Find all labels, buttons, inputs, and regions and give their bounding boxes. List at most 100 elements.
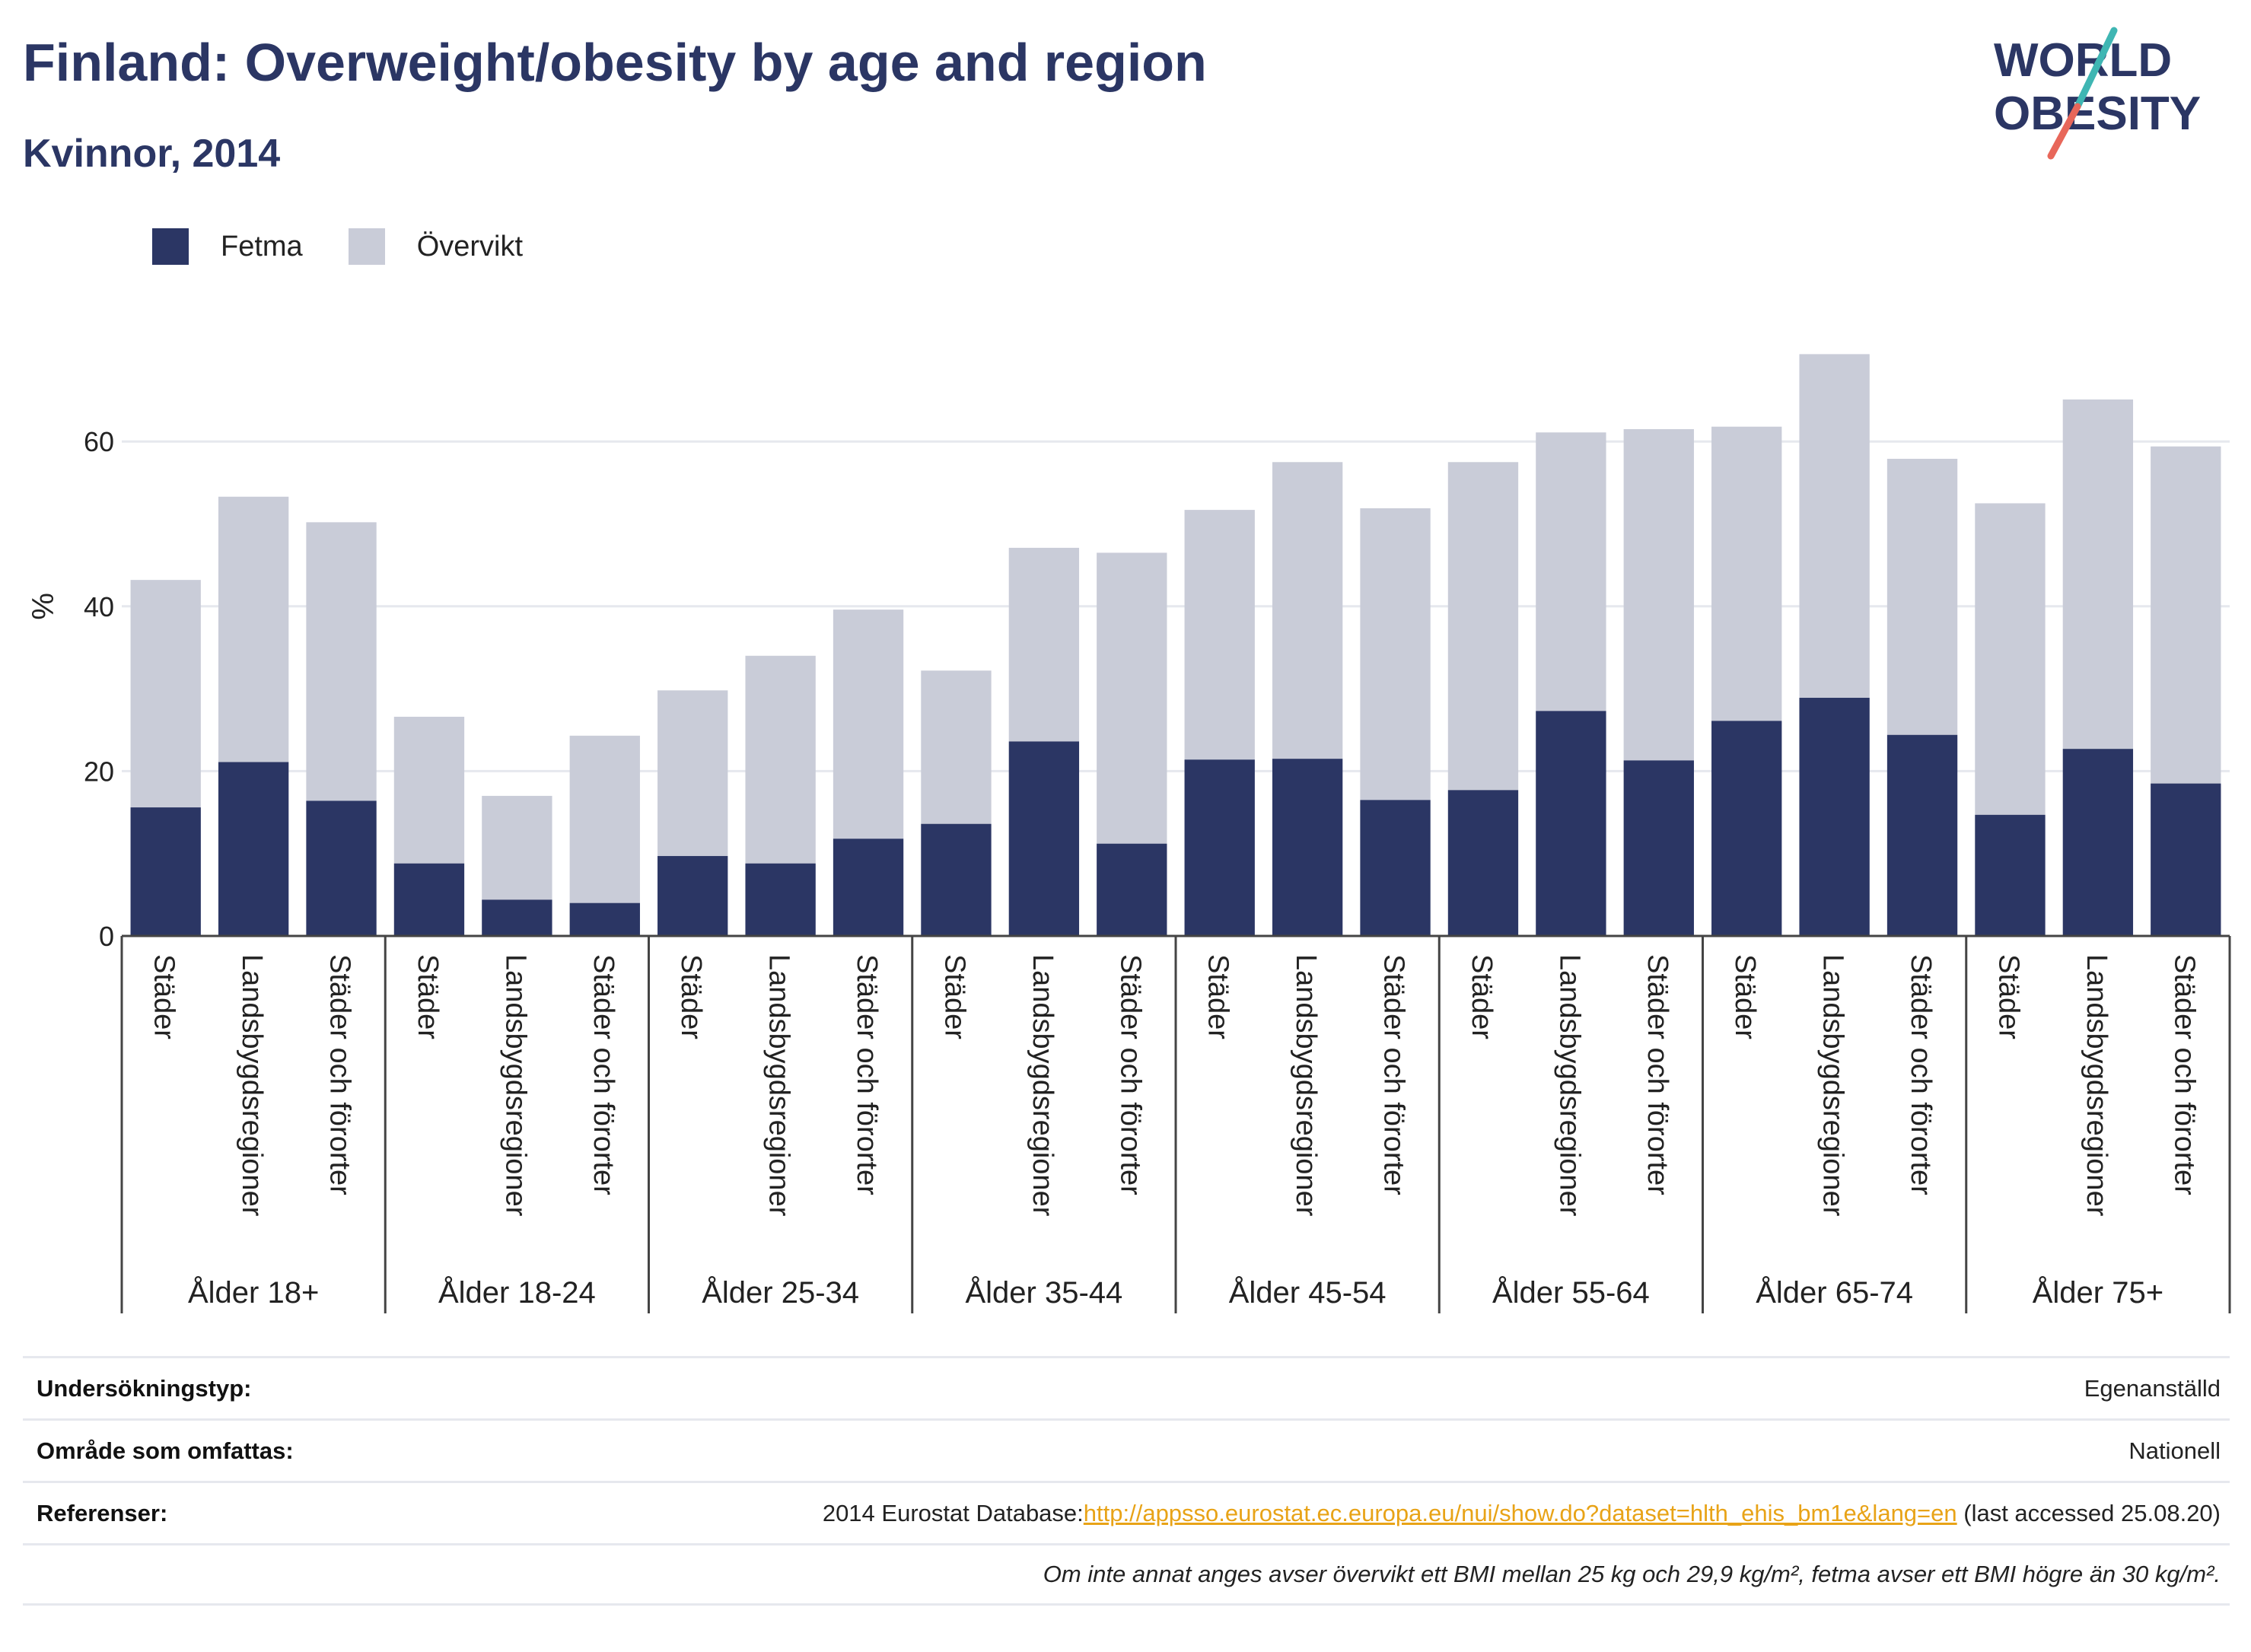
reference-link[interactable]: http://appsso.eurostat.ec.europa.eu/nui/…: [1083, 1499, 1957, 1526]
bar-fetma: [1711, 721, 1782, 936]
bar-fetma: [1447, 790, 1519, 936]
logo-line-2: OBESITY: [1994, 88, 2201, 140]
x-tick-label: Landsbygdsregioner: [1027, 954, 1059, 1217]
bar-fetma: [1975, 814, 2046, 936]
bar-overvikt: [657, 690, 728, 856]
x-group-label: Ålder 45-54: [1229, 1275, 1387, 1310]
x-group-label: Ålder 35-44: [965, 1275, 1122, 1310]
reference-suffix: (last accessed 25.08.20): [1956, 1499, 2221, 1526]
bar-overvikt: [1097, 552, 1167, 844]
bar-fetma: [1623, 760, 1694, 936]
info-table: Undersökningstyp: Egenanställd Område so…: [23, 1356, 2230, 1606]
bar-overvikt: [1623, 428, 1694, 761]
footnote: Om inte annat anges avser övervikt ett B…: [1043, 1561, 2221, 1587]
bar-overvikt: [393, 716, 465, 864]
reference-value: 2014 Eurostat Database:http://appsso.eur…: [823, 1500, 2221, 1527]
x-tick-label: Städer och förorter: [2168, 954, 2200, 1195]
x-group-label: Ålder 65-74: [1756, 1275, 1913, 1310]
bar-fetma: [1184, 759, 1255, 936]
x-tick-label: Städer och förorter: [1905, 954, 1937, 1195]
x-group-label: Ålder 18-24: [438, 1275, 596, 1310]
bar-overvikt: [833, 610, 904, 839]
x-tick-label: Landsbygdsregioner: [1290, 954, 1322, 1217]
info-row-coverage: Område som omfattas: Nationell: [23, 1418, 2230, 1481]
bar-overvikt: [218, 496, 289, 762]
bar-fetma: [1360, 800, 1431, 936]
bar-fetma: [482, 899, 552, 936]
y-axis-label: %: [27, 593, 60, 620]
y-tick-label: 40: [84, 591, 114, 622]
bar-fetma: [833, 839, 904, 936]
legend-label-fetma: Fetma: [221, 230, 303, 263]
logo-slash-bottom: [2047, 103, 2081, 160]
x-tick-label: Städer: [1466, 954, 1498, 1039]
bar-overvikt: [1008, 547, 1080, 742]
bar-fetma: [393, 863, 465, 936]
x-tick-label: Städer och förorter: [1114, 954, 1146, 1195]
legend-label-overvikt: Övervikt: [416, 230, 524, 263]
bar-overvikt: [130, 580, 201, 808]
x-group-label: Ålder 25-34: [702, 1275, 859, 1310]
legend-swatch-overvikt: [348, 228, 385, 265]
legend-item-fetma[interactable]: Fetma: [152, 228, 303, 265]
y-tick-label: 0: [99, 921, 114, 952]
bar-overvikt: [306, 522, 377, 801]
bar-overvikt: [921, 670, 992, 824]
bar-overvikt: [569, 735, 640, 903]
bar-fetma: [1272, 759, 1343, 936]
x-tick-label: Städer: [1992, 954, 2024, 1039]
bar-fetma: [921, 823, 992, 936]
bar-overvikt: [1272, 462, 1343, 759]
bar-fetma: [1886, 734, 1958, 936]
info-key: Undersökningstyp:: [37, 1374, 252, 1402]
x-tick-label: Landsbygdsregioner: [499, 954, 531, 1217]
chart-title: Finland: Overweight/obesity by age and r…: [23, 33, 1207, 92]
x-tick-label: Städer och förorter: [324, 954, 356, 1195]
bar-fetma: [569, 902, 640, 936]
x-tick-label: Städer och förorter: [1641, 954, 1673, 1195]
info-key: Referenser:: [37, 1499, 168, 1526]
x-tick-label: Städer: [148, 954, 180, 1039]
x-tick-label: Städer: [412, 954, 444, 1039]
world-obesity-logo: WORLD OBESITY: [1994, 27, 2201, 160]
x-tick-label: Städer: [675, 954, 707, 1039]
bar-overvikt: [482, 795, 552, 900]
bar-overvikt: [1886, 458, 1958, 735]
legend-item-overvikt[interactable]: Övervikt: [348, 228, 524, 265]
info-value: Egenanställd: [2084, 1374, 2221, 1402]
chart-legend: Fetma Övervikt: [152, 225, 568, 268]
bar-overvikt: [2062, 399, 2134, 750]
x-tick-label: Landsbygdsregioner: [763, 954, 795, 1217]
bar-overvikt: [1799, 354, 1870, 699]
bar-overvikt: [1975, 503, 2046, 815]
bar-fetma: [2151, 783, 2221, 936]
x-tick-label: Städer: [938, 954, 970, 1039]
bar-chart: 0 20 40 60% Städer Landsbygdsregioner Städer o…: [27, 354, 2231, 1313]
legend-swatch-fetma: [152, 228, 189, 265]
bar-overvikt: [745, 655, 816, 864]
reference-prefix: 2014 Eurostat Database:: [822, 1499, 1084, 1526]
bar-fetma: [1799, 698, 1870, 936]
chart-subtitle: Kvinnor, 2014: [23, 132, 281, 176]
info-row-references: Referenser: 2014 Eurostat Database:http:…: [23, 1481, 2230, 1543]
bar-fetma: [1536, 711, 1606, 936]
bar-overvikt: [1536, 432, 1606, 711]
bar-fetma: [306, 801, 377, 936]
info-row-survey-type: Undersökningstyp: Egenanställd: [23, 1356, 2230, 1418]
bar-overvikt: [1184, 510, 1255, 760]
bar-overvikt: [2151, 446, 2221, 784]
x-group-label: Ålder 75+: [2033, 1275, 2163, 1310]
x-tick-label: Städer och förorter: [1378, 954, 1410, 1195]
x-group-label: Ålder 18+: [188, 1275, 319, 1310]
x-tick-label: Landsbygdsregioner: [1817, 954, 1849, 1217]
x-tick-label: Städer: [1729, 954, 1761, 1039]
x-tick-label: Städer och förorter: [587, 954, 619, 1195]
bar-overvikt: [1360, 508, 1431, 801]
info-row-note: Om inte annat anges avser övervikt ett B…: [23, 1543, 2230, 1606]
y-tick-label: 20: [84, 756, 114, 787]
bar-fetma: [657, 855, 728, 936]
bar-overvikt: [1447, 462, 1519, 791]
bar-fetma: [1008, 741, 1080, 936]
x-group-label: Ålder 55-64: [1492, 1275, 1650, 1310]
bar-fetma: [745, 863, 816, 936]
